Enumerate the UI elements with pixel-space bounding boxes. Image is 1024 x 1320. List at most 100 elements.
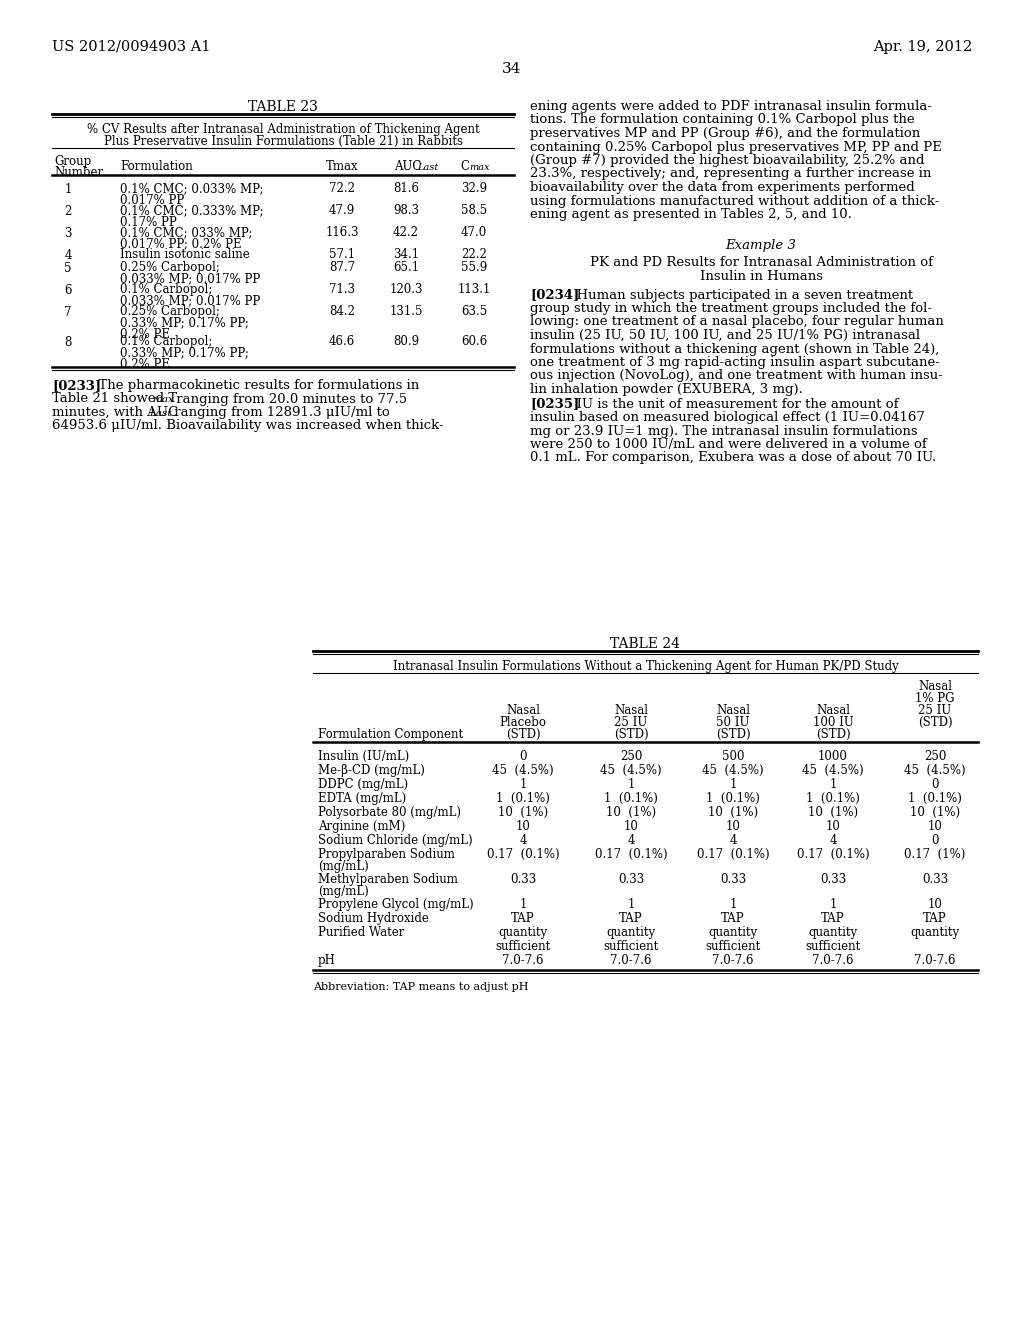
Text: sufficient: sufficient [603, 940, 658, 953]
Text: 87.7: 87.7 [329, 261, 355, 275]
Text: EDTA (mg/mL): EDTA (mg/mL) [318, 792, 407, 805]
Text: 500: 500 [722, 750, 744, 763]
Text: (STD): (STD) [716, 729, 751, 741]
Text: lin inhalation powder (EXUBERA, 3 mg).: lin inhalation powder (EXUBERA, 3 mg). [530, 383, 803, 396]
Text: 4: 4 [729, 834, 736, 847]
Text: 0.33: 0.33 [820, 873, 846, 886]
Text: 250: 250 [924, 750, 946, 763]
Text: TAP: TAP [821, 912, 845, 925]
Text: 1: 1 [729, 898, 736, 911]
Text: 4: 4 [628, 834, 635, 847]
Text: 47.0: 47.0 [461, 226, 487, 239]
Text: insulin (25 IU, 50 IU, 100 IU, and 25 IU/1% PG) intranasal: insulin (25 IU, 50 IU, 100 IU, and 25 IU… [530, 329, 921, 342]
Text: The pharmacokinetic results for formulations in: The pharmacokinetic results for formulat… [90, 379, 419, 392]
Text: Nasal: Nasal [816, 704, 850, 717]
Text: Nasal: Nasal [716, 704, 750, 717]
Text: Sodium Chloride (mg/mL): Sodium Chloride (mg/mL) [318, 834, 473, 847]
Text: AUC: AUC [394, 160, 421, 173]
Text: sufficient: sufficient [496, 940, 551, 953]
Text: (mg/mL): (mg/mL) [318, 884, 369, 898]
Text: 100 IU: 100 IU [813, 715, 853, 729]
Text: 71.3: 71.3 [329, 282, 355, 296]
Text: 45  (4.5%): 45 (4.5%) [600, 764, 662, 777]
Text: 45  (4.5%): 45 (4.5%) [493, 764, 554, 777]
Text: 6: 6 [65, 284, 72, 297]
Text: Propylene Glycol (mg/mL): Propylene Glycol (mg/mL) [318, 898, 474, 911]
Text: 0.17% PP: 0.17% PP [120, 215, 177, 228]
Text: 72.2: 72.2 [329, 182, 355, 195]
Text: 34.1: 34.1 [393, 248, 419, 261]
Text: % CV Results after Intranasal Administration of Thickening Agent: % CV Results after Intranasal Administra… [87, 123, 479, 136]
Text: 10: 10 [825, 820, 841, 833]
Text: quantity: quantity [709, 927, 758, 939]
Text: 0.33: 0.33 [617, 873, 644, 886]
Text: Propylparaben Sodium: Propylparaben Sodium [318, 847, 455, 861]
Text: (STD): (STD) [613, 729, 648, 741]
Text: max: max [469, 162, 489, 172]
Text: Formulation Component: Formulation Component [318, 729, 463, 741]
Text: minutes, with AUC: minutes, with AUC [52, 407, 178, 418]
Text: 98.3: 98.3 [393, 205, 419, 216]
Text: 0.1% CMC; 0.033% MP;: 0.1% CMC; 0.033% MP; [120, 182, 263, 195]
Text: Nasal: Nasal [614, 704, 648, 717]
Text: 65.1: 65.1 [393, 261, 419, 275]
Text: 10: 10 [515, 820, 530, 833]
Text: 22.2: 22.2 [461, 248, 487, 261]
Text: 1  (0.1%): 1 (0.1%) [806, 792, 860, 805]
Text: group study in which the treatment groups included the fol-: group study in which the treatment group… [530, 302, 932, 315]
Text: 0: 0 [519, 750, 526, 763]
Text: 45  (4.5%): 45 (4.5%) [802, 764, 864, 777]
Text: 0.33: 0.33 [720, 873, 746, 886]
Text: 1: 1 [519, 898, 526, 911]
Text: Me-β-CD (mg/mL): Me-β-CD (mg/mL) [318, 764, 425, 777]
Text: ranging from 20.0 minutes to 77.5: ranging from 20.0 minutes to 77.5 [172, 392, 408, 405]
Text: 0.017% PP; 0.2% PE: 0.017% PP; 0.2% PE [120, 238, 242, 251]
Text: quantity: quantity [606, 927, 655, 939]
Text: TAP: TAP [620, 912, 643, 925]
Text: TAP: TAP [721, 912, 744, 925]
Text: 34: 34 [503, 62, 521, 77]
Text: Human subjects participated in a seven treatment: Human subjects participated in a seven t… [568, 289, 913, 301]
Text: 10: 10 [928, 820, 942, 833]
Text: Number: Number [54, 166, 103, 180]
Text: 10: 10 [928, 898, 942, 911]
Text: Placebo: Placebo [500, 715, 547, 729]
Text: pH: pH [318, 954, 336, 968]
Text: 0.17  (0.1%): 0.17 (0.1%) [595, 847, 668, 861]
Text: 0.033% MP; 0.017% PP: 0.033% MP; 0.017% PP [120, 272, 260, 285]
Text: 42.2: 42.2 [393, 226, 419, 239]
Text: 0.017% PP: 0.017% PP [120, 194, 184, 206]
Text: Insulin (IU/mL): Insulin (IU/mL) [318, 750, 410, 763]
Text: Abbreviation: TAP means to adjust pH: Abbreviation: TAP means to adjust pH [313, 982, 528, 993]
Text: 0.25% Carbopol;: 0.25% Carbopol; [120, 305, 220, 318]
Text: insulin based on measured biological effect (1 IU=0.04167: insulin based on measured biological eff… [530, 411, 925, 424]
Text: ening agent as presented in Tables 2, 5, and 10.: ening agent as presented in Tables 2, 5,… [530, 209, 852, 220]
Text: 0.33% MP; 0.17% PP;: 0.33% MP; 0.17% PP; [120, 317, 249, 330]
Text: 10  (1%): 10 (1%) [808, 807, 858, 818]
Text: 55.9: 55.9 [461, 261, 487, 275]
Text: 1  (0.1%): 1 (0.1%) [908, 792, 962, 805]
Text: [0233]: [0233] [52, 379, 101, 392]
Text: 0.17  (0.1%): 0.17 (0.1%) [486, 847, 559, 861]
Text: 0.1% CMC; 033% MP;: 0.1% CMC; 033% MP; [120, 226, 252, 239]
Text: TAP: TAP [511, 912, 535, 925]
Text: 84.2: 84.2 [329, 305, 355, 318]
Text: 47.9: 47.9 [329, 205, 355, 216]
Text: IU is the unit of measurement for the amount of: IU is the unit of measurement for the am… [568, 397, 898, 411]
Text: 25 IU: 25 IU [614, 715, 647, 729]
Text: 0.2% PE: 0.2% PE [120, 358, 170, 371]
Text: 10: 10 [726, 820, 740, 833]
Text: (STD): (STD) [506, 729, 541, 741]
Text: 0.1 mL. For comparison, Exubera was a dose of about 70 IU.: 0.1 mL. For comparison, Exubera was a do… [530, 451, 936, 465]
Text: 7.0-7.6: 7.0-7.6 [502, 954, 544, 968]
Text: 10: 10 [624, 820, 638, 833]
Text: 46.6: 46.6 [329, 335, 355, 348]
Text: 7.0-7.6: 7.0-7.6 [610, 954, 651, 968]
Text: 0.17  (1%): 0.17 (1%) [904, 847, 966, 861]
Text: 1% PG: 1% PG [915, 692, 954, 705]
Text: US 2012/0094903 A1: US 2012/0094903 A1 [52, 40, 211, 54]
Text: 8: 8 [65, 337, 72, 348]
Text: lowing: one treatment of a nasal placebo, four regular human: lowing: one treatment of a nasal placebo… [530, 315, 944, 329]
Text: tions. The formulation containing 0.1% Carbopol plus the: tions. The formulation containing 0.1% C… [530, 114, 914, 127]
Text: 0.33: 0.33 [510, 873, 537, 886]
